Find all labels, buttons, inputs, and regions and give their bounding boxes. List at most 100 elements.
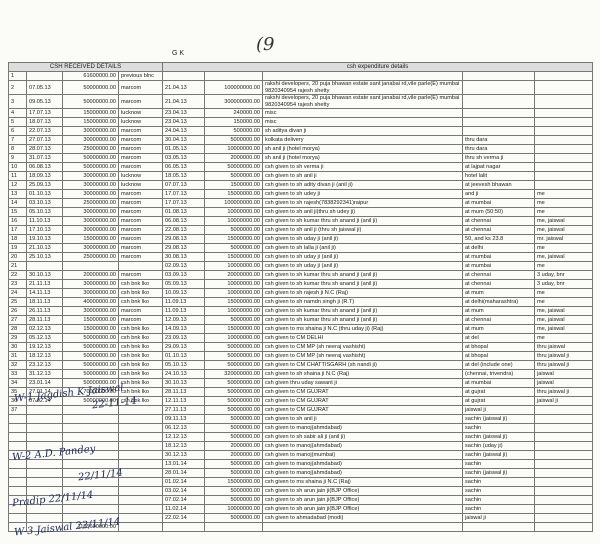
- ledger-row: 10 06.08.13 50000000.00 marcom 06.05.13 50000…: [8, 162, 594, 172]
- received-date: 31.12.13: [26, 369, 63, 379]
- page-number: (9: [256, 34, 275, 55]
- expense-note: me: [533, 333, 594, 343]
- expense-note: [533, 126, 594, 136]
- received-date: 11.10.13: [26, 216, 63, 226]
- row-number: 32: [8, 360, 27, 370]
- expense-note: me, jaiswal: [533, 315, 594, 325]
- expense-date: 03.02.14: [162, 486, 205, 496]
- expense-amount: 5000000.00: [204, 225, 263, 235]
- expense-amount: 50000000.00: [204, 360, 263, 370]
- received-date: 27.07.13: [26, 135, 63, 145]
- received-date: 18.07.13: [26, 117, 63, 127]
- received-date: 18.12.13: [26, 351, 63, 361]
- expense-description: csh given to sh uday ji (anil ji): [262, 234, 463, 244]
- row-number: 31: [8, 351, 27, 361]
- received-date: 19.10.13: [26, 234, 63, 244]
- received-from: marcom: [118, 126, 163, 136]
- received-amount: 25000000.00: [62, 198, 119, 208]
- expense-place: [462, 80, 535, 95]
- expense-date: 05.10.13: [162, 360, 205, 370]
- received-amount: 50000000.00: [62, 80, 119, 95]
- row-number: 12: [8, 180, 27, 190]
- row-number: [8, 423, 27, 433]
- received-from: marcom: [118, 162, 163, 172]
- ledger-row: 24 14.11.13 30000000.00 csh bnk lko 10.09.13…: [8, 288, 594, 298]
- expense-date: 23.04.13: [162, 108, 205, 118]
- row-number: [8, 468, 27, 478]
- row-number: 9: [8, 153, 27, 163]
- expense-amount: 2000000.00: [204, 441, 263, 451]
- received-from: [118, 441, 163, 451]
- received-date: 06.08.13: [26, 162, 63, 172]
- expense-description: sh anil ji (hotel morya): [262, 144, 463, 154]
- expense-place: sachin: [462, 486, 535, 496]
- expense-place: [462, 126, 535, 136]
- expense-note: jaiswal: [533, 369, 594, 379]
- received-amount: 50000000.00: [62, 351, 119, 361]
- expense-note: thru jaiswal ji: [533, 351, 594, 361]
- expense-note: [533, 486, 594, 496]
- expense-description: csh given to sh shaina ji N.C (Raj): [262, 369, 463, 379]
- received-date: [26, 261, 63, 271]
- expense-description: csh given to manoj(ahmdabad): [262, 441, 463, 451]
- received-date: 05.12.13: [26, 333, 63, 343]
- expense-amount: [204, 522, 263, 532]
- received-amount: 30000000.00: [62, 279, 119, 289]
- row-number: 3: [8, 94, 27, 109]
- row-number: 33: [8, 369, 27, 379]
- received-from: marcom: [118, 306, 163, 316]
- received-date: [26, 71, 63, 81]
- expense-note: [533, 468, 594, 478]
- expense-note: [533, 180, 594, 190]
- row-number: 10: [8, 162, 27, 172]
- expense-note: me: [533, 288, 594, 298]
- received-from: marcom: [118, 153, 163, 163]
- expense-description: csh given to sh arun jain ji(BJP Office): [262, 504, 463, 514]
- expense-date: 13.01.14: [162, 459, 205, 469]
- received-from: lucknow: [118, 180, 163, 190]
- expense-note: mr. jaiswal: [533, 234, 594, 244]
- expense-amount: 50000000.00: [204, 387, 263, 397]
- expense-note: me: [533, 243, 594, 253]
- expense-note: me, jaiswal: [533, 252, 594, 262]
- expense-date: [162, 71, 205, 81]
- expense-date: 22.02.14: [162, 513, 205, 523]
- expense-description: csh given to sh uday ji (anil ji): [262, 252, 463, 262]
- expense-description: csh given to sh udey ji: [262, 189, 463, 199]
- expense-date: 29.08.13: [162, 243, 205, 253]
- expense-note: [533, 513, 594, 523]
- expense-note: [533, 459, 594, 469]
- received-amount: [62, 261, 119, 271]
- expense-place: sachin (jaiswal ji): [462, 450, 535, 460]
- expense-place: sachin (jaiswal ji): [462, 414, 535, 424]
- expense-date: 24.04.13: [162, 126, 205, 136]
- expense-date: 18.05.13: [162, 171, 205, 181]
- row-number: 2: [8, 80, 27, 95]
- expense-date: 23.04.13: [162, 117, 205, 127]
- expense-date: 01.08.13: [162, 207, 205, 217]
- expense-note: [533, 441, 594, 451]
- expense-note: thru jaiswal: [533, 342, 594, 352]
- expense-amount: 15000000.00: [204, 477, 263, 487]
- row-number: 11: [8, 171, 27, 181]
- expense-note: [533, 477, 594, 487]
- expense-description: [262, 522, 463, 532]
- received-from: csh bnk lko: [118, 324, 163, 334]
- expense-note: me, jaiswal: [533, 225, 594, 235]
- received-amount: 25000000.00: [62, 144, 119, 154]
- expense-amount: 5000000.00: [204, 243, 263, 253]
- row-number: [8, 477, 27, 487]
- ledger-row: 31 18.12.13 50000000.00 csh bnk lko 01.10.13…: [8, 351, 594, 361]
- received-date: [26, 423, 63, 433]
- ledger-row: 27 28.11.13 15000000.00 marcom 12.09.13 50000…: [8, 315, 594, 325]
- received-date: 14.11.13: [26, 288, 63, 298]
- expense-place: at del: [462, 333, 535, 343]
- expense-amount: 150000.00: [204, 117, 263, 127]
- received-amount: [62, 459, 119, 469]
- row-number: 30: [8, 342, 27, 352]
- ledger-row: 21 02.09.13 10000000.00 csh given to sh uda…: [8, 261, 594, 271]
- expense-description: csh given to ms shaina ji N.C (Raj): [262, 477, 463, 487]
- row-number: 25: [8, 297, 27, 307]
- expense-note: [533, 108, 594, 118]
- expense-description: csh given to manoj(mumbai): [262, 450, 463, 460]
